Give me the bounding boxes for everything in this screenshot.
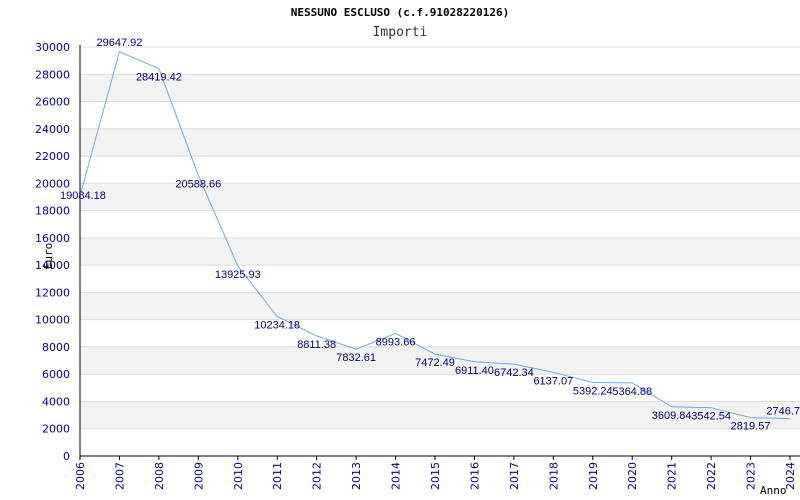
x-tick-label: 2020: [626, 462, 639, 490]
data-label: 8811.38: [297, 339, 336, 351]
grid-bands: [80, 74, 800, 429]
series-line-group: [79, 51, 791, 420]
y-tick-label: 28000: [35, 68, 70, 81]
chart-title: NESSUNO ESCLUSO (c.f.91028220126): [290, 6, 510, 19]
y-tick-label: 0: [63, 450, 70, 463]
x-tick-label: 2016: [468, 462, 481, 490]
data-label: 5392.24: [573, 385, 613, 397]
y-tick-label: 6000: [42, 368, 70, 381]
grid-band: [80, 346, 800, 375]
y-tick-label: 14000: [35, 259, 70, 272]
data-label: 3542.54: [691, 411, 731, 423]
grid-band: [80, 401, 800, 429]
x-tick-label: 2022: [705, 462, 718, 490]
x-tick-label: 2011: [271, 462, 284, 490]
y-tick-label: 2000: [42, 423, 70, 436]
grid-band: [80, 292, 800, 320]
y-tick-label: 22000: [35, 150, 70, 163]
y-tick-label: 16000: [35, 232, 70, 245]
data-label: 2746.7: [766, 406, 800, 418]
x-tick-label: 2017: [508, 462, 521, 490]
x-axis-label: Anno: [760, 484, 787, 497]
grid-band: [80, 183, 800, 211]
data-label: 7472.49: [415, 357, 455, 369]
x-tick-label: 2013: [350, 462, 363, 490]
x-tick-label: 2007: [113, 462, 126, 490]
data-label: 5364.88: [612, 386, 652, 398]
y-tick-label: 12000: [35, 286, 70, 299]
y-tick-label: 26000: [35, 96, 70, 109]
y-tick-label: 8000: [42, 341, 70, 354]
data-label: 10234.18: [254, 319, 300, 331]
y-tick-labels: 0 2000 4000 6000 8000 10000 12000 14000 16000 180…: [35, 41, 70, 463]
x-tick-label: 2018: [547, 462, 560, 490]
axes: [79, 45, 800, 460]
x-tick-labels: 2006 2007 2008 2009 2010 2011 2012 2013 2014 2015…: [74, 462, 797, 490]
data-label: 20588.66: [175, 178, 221, 190]
grid-band: [80, 128, 800, 157]
x-tick-label: 2023: [745, 462, 758, 490]
x-tick-label: 2015: [429, 462, 442, 490]
x-tick-label: 2006: [74, 462, 87, 490]
data-label: 6742.34: [494, 367, 534, 379]
data-label: 28419.42: [136, 72, 182, 84]
data-labels: 19084.18 29647.92 28419.42 20588.66 13925.93…: [60, 37, 800, 433]
x-tick-label: 2019: [587, 462, 600, 490]
y-tick-label: 10000: [35, 314, 70, 327]
y-axis-label: Euro: [42, 243, 55, 270]
grid-band: [80, 237, 800, 266]
x-tick-label: 2010: [232, 462, 245, 490]
x-tick-label: 2012: [311, 462, 324, 490]
data-label: 7832.61: [336, 352, 376, 364]
data-label: 2819.57: [731, 421, 771, 433]
data-label: 6911.40: [455, 365, 494, 377]
x-tick-label: 2014: [390, 462, 403, 490]
y-tick-label: 18000: [35, 205, 70, 218]
series-line: [79, 51, 791, 420]
y-tick-label: 20000: [35, 177, 70, 190]
data-label: 19084.18: [60, 190, 106, 202]
y-tick-label: 24000: [35, 123, 70, 136]
data-label: 3609.84: [652, 410, 692, 422]
x-tick-label: 2009: [192, 462, 205, 490]
data-label: 8993.66: [376, 336, 416, 348]
data-label: 29647.92: [96, 37, 142, 49]
chart-subtitle: Importi: [372, 25, 428, 40]
y-tick-label: 4000: [42, 395, 70, 408]
grid-band: [80, 74, 800, 102]
x-tick-label: 2008: [153, 462, 166, 490]
x-tick-label: 2021: [666, 462, 679, 490]
x-tick-label: 2024: [784, 462, 797, 490]
data-label: 13925.93: [215, 269, 261, 281]
data-label: 6137.07: [533, 375, 573, 387]
y-tick-label: 30000: [35, 41, 70, 54]
